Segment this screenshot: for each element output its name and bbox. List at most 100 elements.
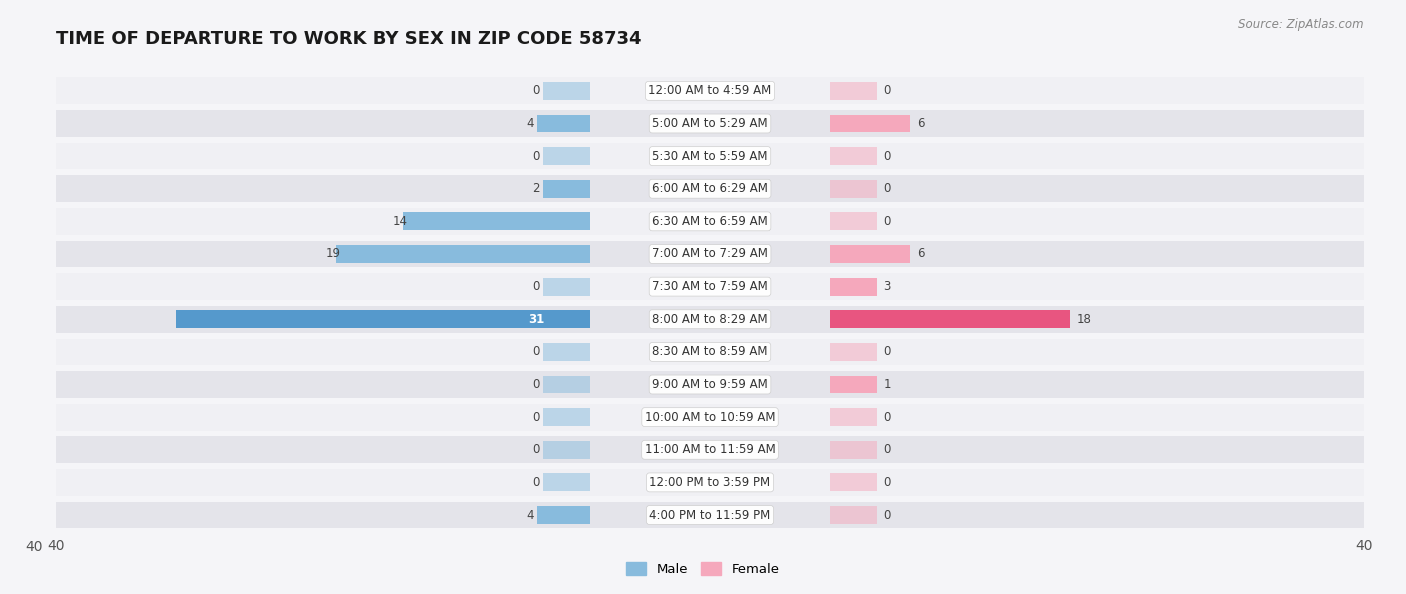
Bar [830,277,877,296]
Bar [0,273,1406,300]
Text: 6:30 AM to 6:59 AM: 6:30 AM to 6:59 AM [652,215,768,228]
Bar [0,371,1406,398]
Bar [0,175,1406,202]
Bar [0,469,1406,496]
Text: 8:00 AM to 8:29 AM: 8:00 AM to 8:29 AM [652,313,768,326]
Text: 9:00 AM to 9:59 AM: 9:00 AM to 9:59 AM [652,378,768,391]
Bar [0,339,1406,365]
Bar [830,441,877,459]
Bar [0,77,1406,104]
Text: 4: 4 [526,117,533,130]
Bar [830,473,877,491]
Text: 12:00 PM to 3:59 PM: 12:00 PM to 3:59 PM [650,476,770,489]
Bar [0,306,1406,333]
Bar [543,441,591,459]
Bar [830,213,877,230]
Bar [404,213,591,230]
Text: 18: 18 [1077,313,1092,326]
Bar [543,147,591,165]
Text: 0: 0 [883,215,891,228]
Bar [0,110,1406,137]
Bar [0,502,1406,529]
Bar [0,110,1406,137]
Bar [0,241,1406,267]
Bar [0,110,1406,137]
Bar [0,77,1406,104]
Bar [0,502,1406,529]
Text: 0: 0 [883,443,891,456]
Text: 8:30 AM to 8:59 AM: 8:30 AM to 8:59 AM [652,345,768,358]
Text: 0: 0 [533,84,540,97]
Text: Source: ZipAtlas.com: Source: ZipAtlas.com [1239,18,1364,31]
Text: 6: 6 [917,248,924,261]
Bar [0,175,1406,202]
Bar [0,306,1406,333]
Bar [830,343,877,361]
Bar [0,437,1406,463]
Text: 19: 19 [326,248,340,261]
Bar [0,371,1406,398]
Bar [0,339,1406,365]
Bar [830,245,910,263]
Bar [0,437,1406,463]
Text: 12:00 AM to 4:59 AM: 12:00 AM to 4:59 AM [648,84,772,97]
Text: 0: 0 [883,508,891,522]
Text: 5:00 AM to 5:29 AM: 5:00 AM to 5:29 AM [652,117,768,130]
Bar [0,306,1406,333]
Bar [537,506,591,524]
Bar [336,245,591,263]
Text: 5:30 AM to 5:59 AM: 5:30 AM to 5:59 AM [652,150,768,163]
Bar [830,506,877,524]
Text: 7:00 AM to 7:29 AM: 7:00 AM to 7:29 AM [652,248,768,261]
Text: 1: 1 [883,378,891,391]
Text: 0: 0 [883,410,891,424]
Text: 0: 0 [533,410,540,424]
Bar [0,273,1406,300]
Text: 10:00 AM to 10:59 AM: 10:00 AM to 10:59 AM [645,410,775,424]
Text: 0: 0 [533,476,540,489]
Bar [0,437,1406,463]
Text: 31: 31 [527,313,544,326]
Bar [537,115,591,132]
Bar [0,502,1406,529]
Bar [830,147,877,165]
Text: 6:00 AM to 6:29 AM: 6:00 AM to 6:29 AM [652,182,768,195]
Bar [0,208,1406,235]
Bar [543,82,591,100]
Bar [0,469,1406,496]
Text: 0: 0 [533,443,540,456]
Text: TIME OF DEPARTURE TO WORK BY SEX IN ZIP CODE 58734: TIME OF DEPARTURE TO WORK BY SEX IN ZIP … [56,30,641,48]
Text: 0: 0 [533,378,540,391]
Bar [176,310,591,328]
Bar [543,180,591,198]
Bar [830,310,1070,328]
Bar [830,375,877,393]
Bar [543,408,591,426]
Bar [0,469,1406,496]
Text: 4: 4 [526,508,533,522]
Bar [830,180,877,198]
Bar [0,404,1406,431]
Bar [0,143,1406,169]
Bar [0,339,1406,365]
Bar [0,208,1406,235]
Text: 14: 14 [392,215,408,228]
Bar [543,473,591,491]
Bar [0,143,1406,169]
Bar [0,404,1406,431]
Text: 3: 3 [883,280,891,293]
Text: 0: 0 [883,182,891,195]
Bar [830,408,877,426]
Text: 6: 6 [917,117,924,130]
Bar [0,143,1406,169]
Text: 0: 0 [883,150,891,163]
Text: 7:30 AM to 7:59 AM: 7:30 AM to 7:59 AM [652,280,768,293]
Bar [543,277,591,296]
Bar [830,115,910,132]
Bar [0,77,1406,104]
Bar [0,241,1406,267]
Text: 40: 40 [25,541,44,554]
Bar [0,175,1406,202]
Text: 0: 0 [883,476,891,489]
Bar [0,371,1406,398]
